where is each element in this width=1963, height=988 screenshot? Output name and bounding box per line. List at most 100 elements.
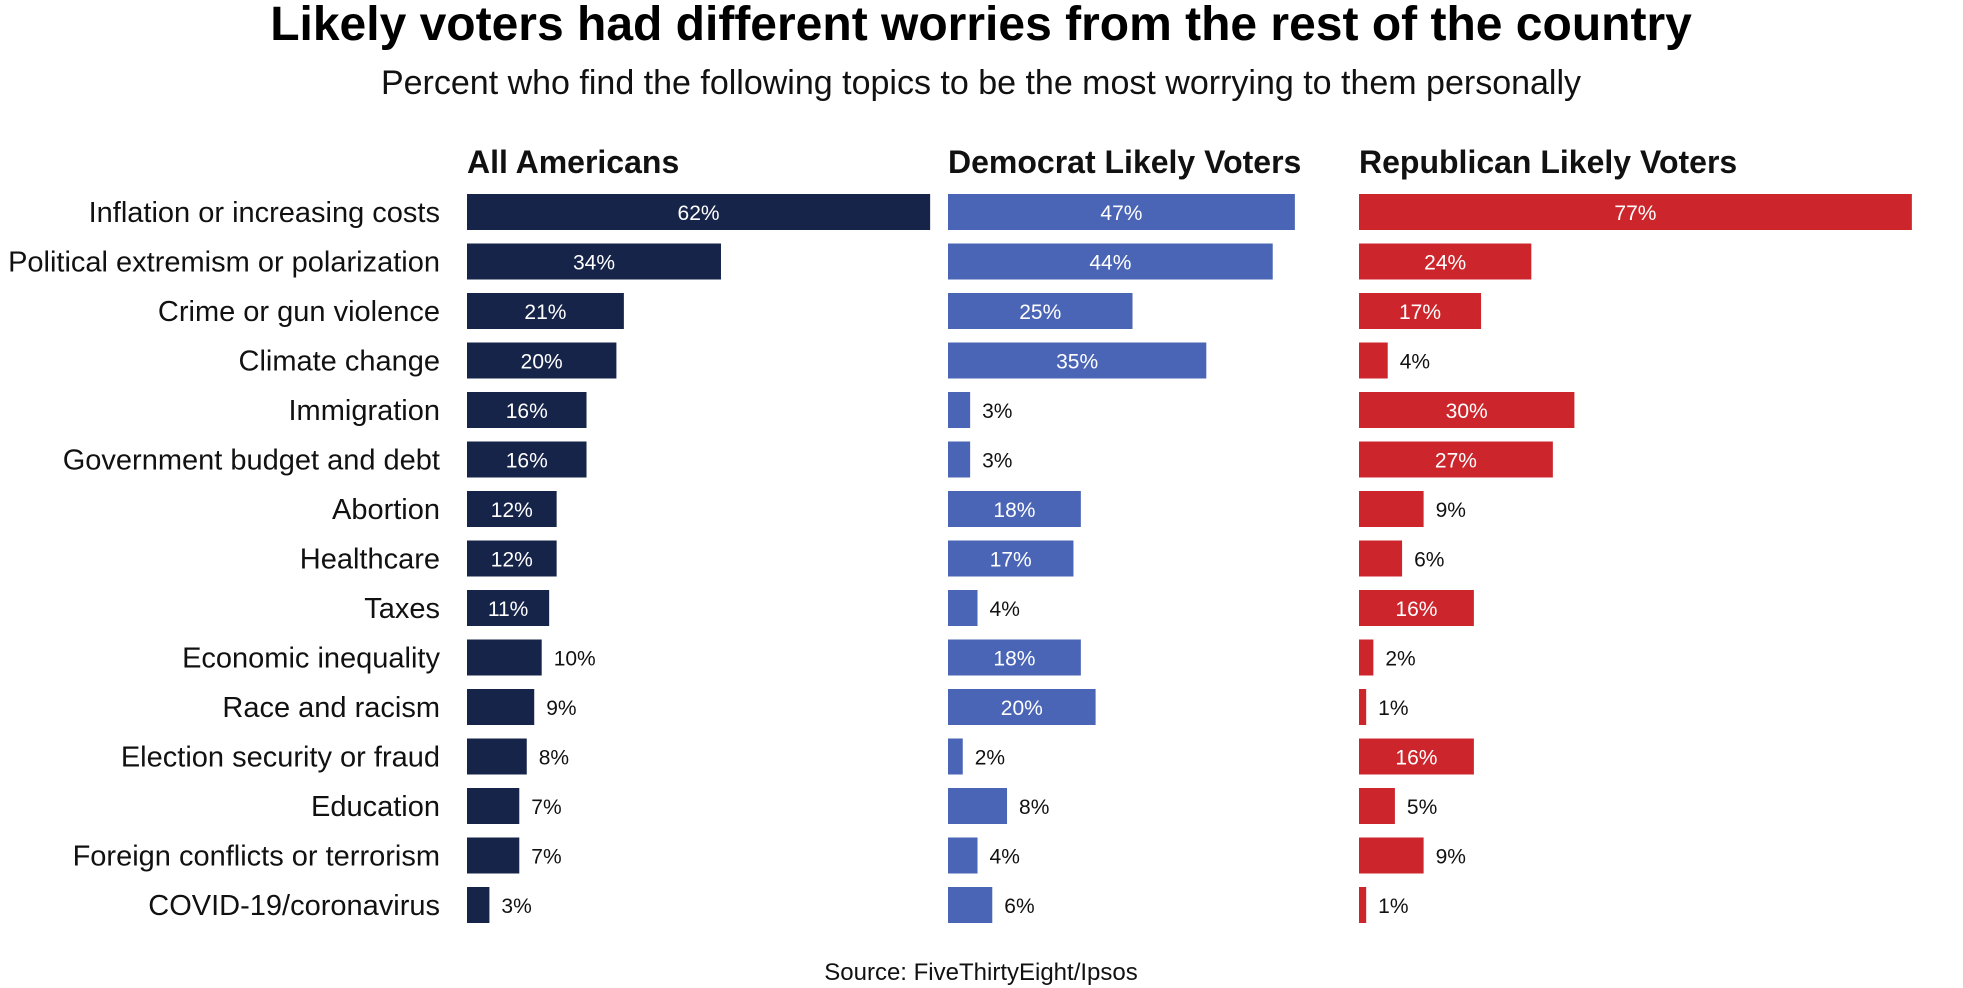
- value-label-all-americans-government-budget-and-debt: 16%: [506, 450, 548, 473]
- value-label-all-americans-covid-19-coronavirus: 3%: [501, 895, 531, 918]
- value-label-republican-likely-voters-healthcare: 6%: [1414, 549, 1444, 572]
- bar-all-americans-election-security-or-fraud: [467, 738, 527, 775]
- value-label-republican-likely-voters-immigration: 30%: [1446, 400, 1488, 423]
- category-label-inflation-or-increasing-costs: Inflation or increasing costs: [89, 197, 440, 229]
- bar-democrat-likely-voters-crime-or-gun-violence: [948, 293, 1133, 329]
- category-label-covid-19-coronavirus: COVID-19/coronavirus: [148, 890, 440, 922]
- value-label-democrat-likely-voters-inflation-or-increasing-costs: 47%: [1100, 202, 1142, 225]
- value-label-democrat-likely-voters-government-budget-and-debt: 3%: [982, 450, 1012, 473]
- bar-democrat-likely-voters-foreign-conflicts-or-terrorism: [948, 837, 978, 874]
- bar-all-americans-climate-change: [467, 342, 617, 379]
- bar-all-americans-covid-19-coronavirus: [467, 887, 490, 923]
- bar-democrat-likely-voters-covid-19-coronavirus: [948, 887, 993, 923]
- bar-republican-likely-voters-healthcare: [1359, 540, 1403, 577]
- bar-republican-likely-voters-immigration: [1359, 392, 1575, 428]
- chart-source: Source: FiveThirtyEight/Ipsos: [824, 959, 1137, 986]
- value-label-all-americans-taxes: 11%: [488, 598, 528, 621]
- value-label-republican-likely-voters-political-extremism-or-polarization: 24%: [1424, 252, 1466, 275]
- bar-all-americans-taxes: [467, 590, 550, 626]
- value-label-democrat-likely-voters-economic-inequality: 18%: [993, 648, 1035, 671]
- category-label-crime-or-gun-violence: Crime or gun violence: [158, 296, 440, 328]
- bar-republican-likely-voters-inflation-or-increasing-costs: [1359, 194, 1912, 230]
- bar-democrat-likely-voters-taxes: [948, 590, 978, 626]
- value-label-democrat-likely-voters-education: 8%: [1019, 796, 1049, 819]
- panel-title-democrat-likely-voters: Democrat Likely Voters: [948, 144, 1301, 180]
- value-label-republican-likely-voters-foreign-conflicts-or-terrorism: 9%: [1436, 846, 1466, 869]
- bar-all-americans-political-extremism-or-polarization: [467, 243, 721, 280]
- value-label-democrat-likely-voters-political-extremism-or-polarization: 44%: [1089, 252, 1131, 275]
- value-label-democrat-likely-voters-healthcare: 17%: [990, 549, 1032, 572]
- bar-all-americans-foreign-conflicts-or-terrorism: [467, 837, 520, 874]
- bar-all-americans-economic-inequality: [467, 639, 542, 676]
- bar-all-americans-education: [467, 788, 520, 824]
- value-label-all-americans-crime-or-gun-violence: 21%: [524, 301, 566, 324]
- category-label-climate-change: Climate change: [239, 346, 441, 378]
- bar-democrat-likely-voters-election-security-or-fraud: [948, 738, 963, 775]
- bar-republican-likely-voters-crime-or-gun-violence: [1359, 293, 1482, 329]
- value-label-republican-likely-voters-abortion: 9%: [1436, 499, 1466, 522]
- bar-democrat-likely-voters-economic-inequality: [948, 639, 1081, 676]
- bar-democrat-likely-voters-immigration: [948, 392, 971, 428]
- value-label-democrat-likely-voters-election-security-or-fraud: 2%: [975, 747, 1005, 770]
- category-label-taxes: Taxes: [364, 593, 440, 625]
- bar-all-americans-healthcare: [467, 540, 557, 577]
- category-label-immigration: Immigration: [289, 395, 441, 427]
- bar-democrat-likely-voters-healthcare: [948, 540, 1074, 577]
- bar-republican-likely-voters-covid-19-coronavirus: [1359, 887, 1367, 923]
- value-label-all-americans-economic-inequality: 10%: [554, 648, 596, 671]
- bar-democrat-likely-voters-government-budget-and-debt: [948, 441, 971, 478]
- value-label-republican-likely-voters-education: 5%: [1407, 796, 1437, 819]
- chart-panels: All Americans 62% 34% 21% 20% 16% 16% 12% 12% 11%…: [467, 144, 1912, 923]
- bar-democrat-likely-voters-education: [948, 788, 1008, 824]
- value-label-democrat-likely-voters-climate-change: 35%: [1056, 351, 1098, 374]
- value-label-democrat-likely-voters-abortion: 18%: [993, 499, 1035, 522]
- category-label-race-and-racism: Race and racism: [222, 692, 440, 724]
- value-label-democrat-likely-voters-taxes: 4%: [990, 598, 1020, 621]
- value-label-republican-likely-voters-government-budget-and-debt: 27%: [1435, 450, 1477, 473]
- value-label-republican-likely-voters-race-and-racism: 1%: [1378, 697, 1408, 720]
- panel-title-republican-likely-voters: Republican Likely Voters: [1359, 144, 1737, 180]
- bar-republican-likely-voters-political-extremism-or-polarization: [1359, 243, 1532, 280]
- bar-democrat-likely-voters-climate-change: [948, 342, 1207, 379]
- bar-republican-likely-voters-education: [1359, 788, 1395, 824]
- value-label-democrat-likely-voters-immigration: 3%: [982, 400, 1012, 423]
- bar-all-americans-immigration: [467, 392, 587, 428]
- panel-title-all-americans: All Americans: [467, 144, 679, 180]
- category-labels: Inflation or increasing costs Political e…: [8, 197, 440, 922]
- panel-democrat-likely-voters: Democrat Likely Voters 47% 44% 25% 35% 3% 3% 18…: [948, 144, 1301, 923]
- value-label-all-americans-climate-change: 20%: [521, 351, 563, 374]
- bar-all-americans-race-and-racism: [467, 689, 535, 725]
- chart-title: Likely voters had different worries from…: [270, 0, 1692, 51]
- value-label-republican-likely-voters-economic-inequality: 2%: [1385, 648, 1415, 671]
- category-label-foreign-conflicts-or-terrorism: Foreign conflicts or terrorism: [73, 841, 440, 873]
- category-label-abortion: Abortion: [332, 494, 440, 526]
- value-label-all-americans-immigration: 16%: [506, 400, 548, 423]
- category-label-economic-inequality: Economic inequality: [182, 643, 440, 675]
- bar-republican-likely-voters-government-budget-and-debt: [1359, 441, 1553, 478]
- value-label-all-americans-foreign-conflicts-or-terrorism: 7%: [531, 846, 561, 869]
- bar-all-americans-government-budget-and-debt: [467, 441, 587, 478]
- value-label-democrat-likely-voters-crime-or-gun-violence: 25%: [1019, 301, 1061, 324]
- chart-subtitle: Percent who find the following topics to…: [381, 64, 1581, 102]
- value-label-democrat-likely-voters-foreign-conflicts-or-terrorism: 4%: [990, 846, 1020, 869]
- category-label-healthcare: Healthcare: [300, 544, 440, 576]
- value-label-all-americans-education: 7%: [531, 796, 561, 819]
- value-label-republican-likely-voters-climate-change: 4%: [1400, 351, 1430, 374]
- bar-democrat-likely-voters-inflation-or-increasing-costs: [948, 194, 1295, 230]
- value-label-republican-likely-voters-crime-or-gun-violence: 17%: [1399, 301, 1441, 324]
- bar-republican-likely-voters-foreign-conflicts-or-terrorism: [1359, 837, 1424, 874]
- bar-all-americans-abortion: [467, 491, 557, 527]
- value-label-all-americans-race-and-racism: 9%: [546, 697, 576, 720]
- value-label-all-americans-abortion: 12%: [491, 499, 533, 522]
- bar-all-americans-crime-or-gun-violence: [467, 293, 624, 329]
- value-label-democrat-likely-voters-race-and-racism: 20%: [1001, 697, 1043, 720]
- category-label-election-security-or-fraud: Election security or fraud: [121, 742, 440, 774]
- bar-democrat-likely-voters-abortion: [948, 491, 1081, 527]
- value-label-republican-likely-voters-inflation-or-increasing-costs: 77%: [1614, 202, 1656, 225]
- category-label-education: Education: [311, 791, 440, 823]
- bar-republican-likely-voters-abortion: [1359, 491, 1424, 527]
- value-label-all-americans-political-extremism-or-polarization: 34%: [573, 252, 615, 275]
- value-label-democrat-likely-voters-covid-19-coronavirus: 6%: [1004, 895, 1034, 918]
- bar-republican-likely-voters-economic-inequality: [1359, 639, 1374, 676]
- bar-republican-likely-voters-climate-change: [1359, 342, 1388, 379]
